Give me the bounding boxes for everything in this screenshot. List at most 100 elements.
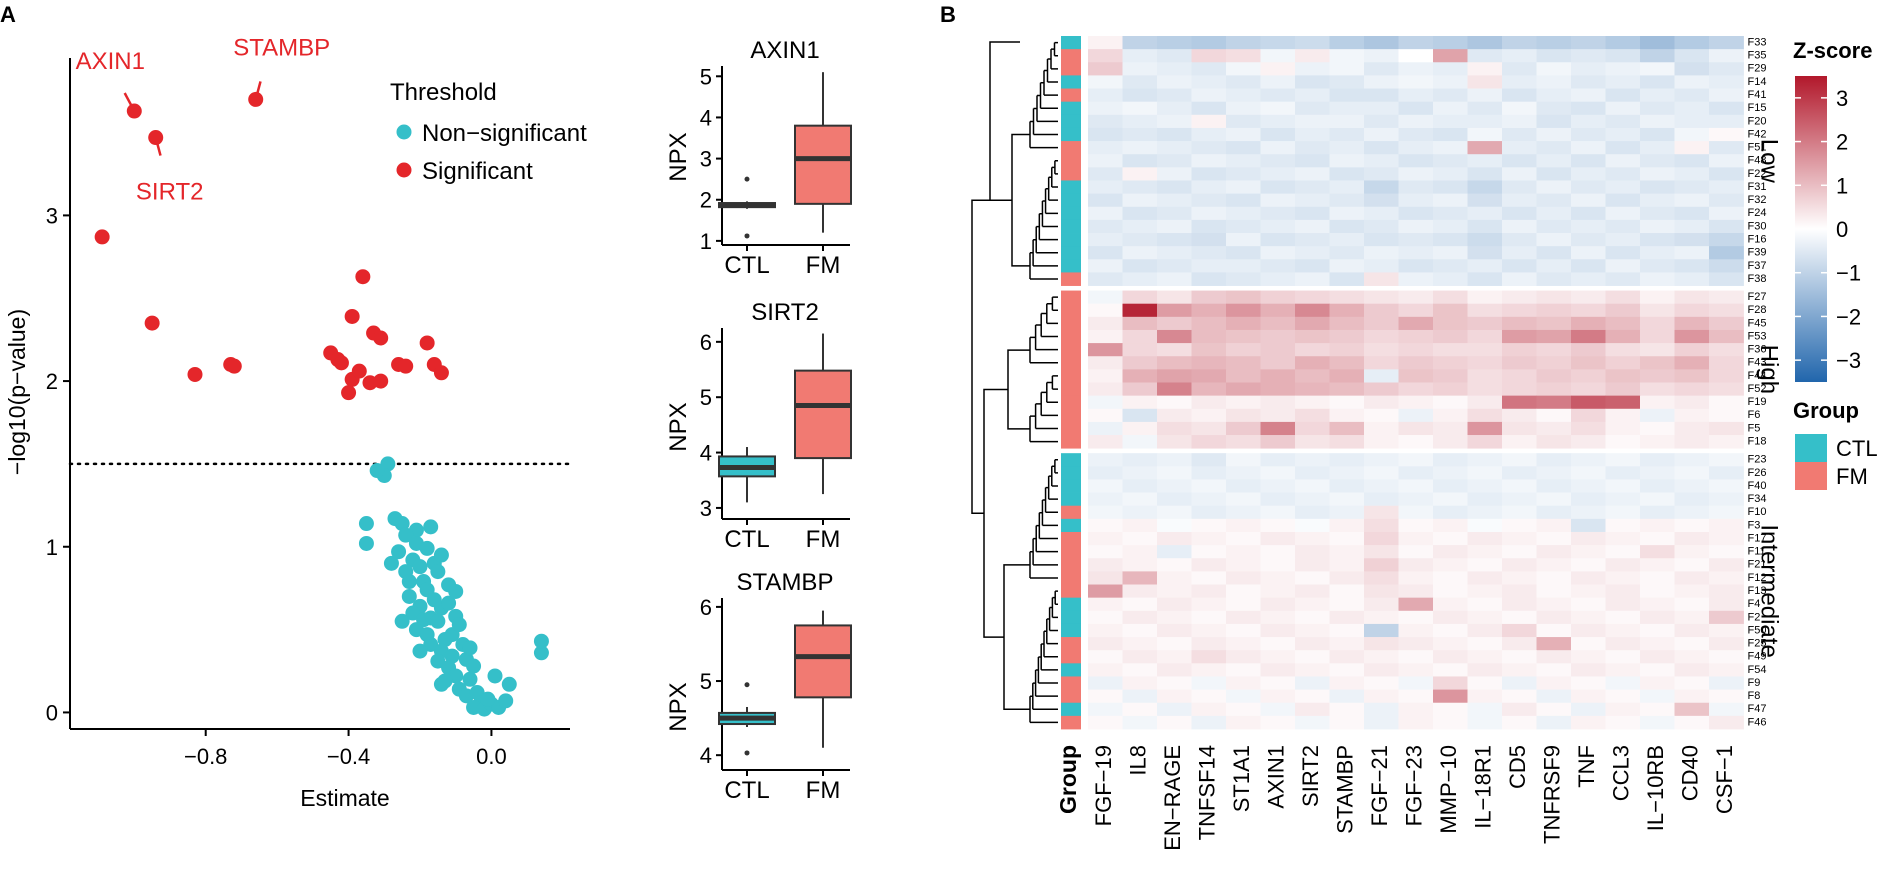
heatmap-cell — [1536, 531, 1572, 546]
heatmap-cell — [1467, 435, 1503, 449]
heatmap-cell — [1191, 715, 1227, 730]
heatmap-cell — [1467, 408, 1503, 423]
heatmap-cell — [1260, 343, 1296, 357]
heatmap-cell — [1295, 272, 1330, 286]
box-y-tick-label: 4 — [700, 105, 712, 130]
heatmap-cell — [1226, 715, 1261, 730]
dendrogram-branch — [1003, 564, 1030, 711]
heatmap-cell — [1674, 637, 1710, 651]
dendrogram-branch — [1051, 375, 1058, 390]
heatmap-cell — [1467, 88, 1503, 103]
heatmap-cell — [1502, 290, 1537, 305]
heatmap-cell — [1502, 49, 1537, 63]
heatmap-cell — [1674, 545, 1710, 559]
heatmap-cell — [1502, 715, 1537, 730]
row-label: F34 — [1748, 493, 1767, 505]
heatmap-cell — [1088, 610, 1123, 625]
heatmap-cell — [1433, 272, 1468, 286]
heatmap-cell — [1467, 558, 1503, 572]
group-cell-fm — [1061, 715, 1081, 730]
heatmap-cell — [1502, 435, 1537, 449]
colorbar-tick-label: 3 — [1836, 86, 1848, 111]
heatmap-cell — [1605, 154, 1641, 168]
heatmap-cell — [1364, 246, 1399, 260]
group-cell-ctl — [1061, 127, 1081, 142]
heatmap-cell — [1433, 356, 1468, 370]
heatmap-cell — [1605, 395, 1641, 410]
heatmap-cell — [1191, 558, 1227, 572]
heatmap-cell — [1260, 88, 1296, 103]
group-cell-ctl — [1061, 518, 1081, 533]
heatmap-cell — [1260, 290, 1296, 305]
group-cell-fm — [1061, 531, 1081, 546]
heatmap-cell — [1640, 505, 1675, 520]
heatmap-cell — [1536, 702, 1572, 717]
heatmap-cell — [1605, 610, 1641, 625]
heatmap-cell — [1122, 676, 1158, 690]
heatmap-cell — [1364, 531, 1399, 546]
heatmap-cell — [1157, 545, 1192, 559]
heatmap-cell — [1329, 382, 1365, 397]
heatmap-cell — [1260, 233, 1296, 247]
heatmap-cell — [1640, 492, 1675, 507]
heatmap-cell — [1467, 689, 1503, 704]
heatmap-cell — [1088, 219, 1123, 234]
heatmap-cell — [1260, 272, 1296, 286]
heatmap-cell — [1122, 610, 1158, 625]
heatmap-cell — [1226, 531, 1261, 546]
heatmap-cell — [1329, 663, 1365, 677]
heatmap-cell — [1398, 154, 1434, 168]
heatmap-cell — [1502, 453, 1537, 467]
heatmap-cell — [1433, 466, 1468, 480]
heatmap-cell — [1260, 62, 1296, 76]
heatmap-cell — [1467, 637, 1503, 651]
heatmap-cell — [1122, 167, 1158, 181]
heatmap-cell — [1364, 62, 1399, 76]
box-iqr-fm — [794, 624, 852, 699]
nonsignificant-point — [398, 527, 414, 543]
heatmap-cell — [1674, 233, 1710, 247]
heatmap-cell — [1502, 219, 1537, 234]
heatmap-cell — [1329, 571, 1365, 585]
heatmap-cell — [1226, 663, 1261, 677]
heatmap-cell — [1191, 356, 1227, 370]
heatmap-cell — [1571, 316, 1606, 331]
significant-point — [94, 229, 110, 245]
heatmap-cell — [1088, 663, 1123, 677]
heatmap-cell — [1571, 219, 1606, 234]
heatmap-cell — [1709, 702, 1744, 717]
heatmap-cell — [1260, 114, 1296, 129]
heatmap-cell — [1329, 272, 1365, 286]
heatmap-cell — [1191, 676, 1227, 690]
box-iqr-fm — [794, 124, 852, 205]
heatmap-cell — [1709, 316, 1744, 331]
heatmap-cell — [1295, 610, 1330, 625]
heatmap-cell — [1088, 329, 1123, 344]
heatmap-cell — [1260, 610, 1296, 625]
row-label: F52 — [1748, 383, 1767, 395]
heatmap-cell — [1571, 141, 1606, 155]
group-cell-fm — [1061, 584, 1081, 599]
heatmap-cell — [1709, 676, 1744, 690]
heatmap-cell — [1260, 584, 1296, 599]
heatmap-cell — [1605, 571, 1641, 585]
heatmap-cell — [1433, 663, 1468, 677]
nonsignificant-point — [394, 516, 410, 532]
volcano-x-label: Estimate — [300, 785, 389, 811]
heatmap-cell — [1088, 206, 1123, 221]
heatmap-cell — [1674, 479, 1710, 493]
group-cell-fm — [1061, 435, 1081, 449]
row-dendrogram — [971, 41, 1058, 724]
heatmap-cell — [1364, 676, 1399, 690]
nonsignificant-point — [358, 535, 374, 551]
heatmap-cell — [1191, 233, 1227, 247]
heatmap-cell — [1122, 233, 1158, 247]
group-cell-ctl — [1061, 75, 1081, 89]
heatmap-cell — [1295, 571, 1330, 585]
heatmap-cell — [1398, 167, 1434, 181]
heatmap-cell — [1157, 466, 1192, 480]
heatmap-cell — [1709, 101, 1744, 116]
heatmap-cell — [1157, 558, 1192, 572]
heatmap-cell — [1398, 49, 1434, 63]
heatmap-cell — [1088, 127, 1123, 142]
